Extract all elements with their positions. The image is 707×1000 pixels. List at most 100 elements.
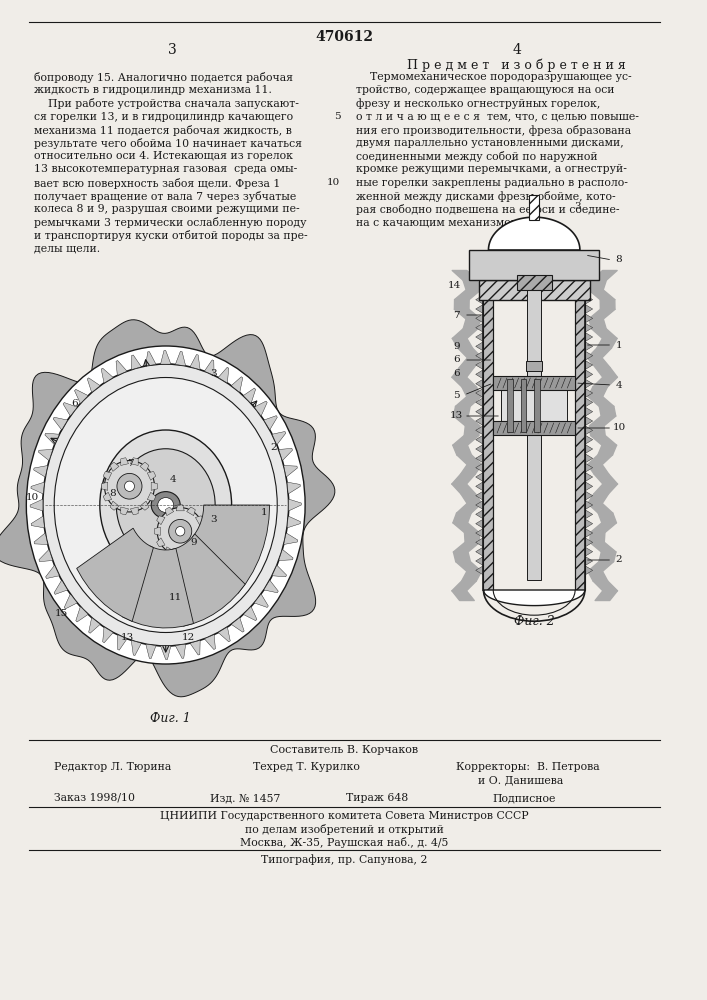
Polygon shape	[34, 465, 47, 477]
Polygon shape	[157, 516, 165, 525]
Polygon shape	[140, 501, 149, 510]
Text: Техред Т. Курилко: Техред Т. Курилко	[253, 762, 361, 772]
Text: и транспортируя куски отбитой породы за пре-: и транспортируя куски отбитой породы за …	[34, 230, 308, 241]
Text: Термомеханическое породоразрушающее ус-: Термомеханическое породоразрушающее ус-	[356, 72, 631, 82]
Circle shape	[169, 519, 192, 543]
Polygon shape	[585, 519, 592, 528]
Text: Составитель В. Корчаков: Составитель В. Корчаков	[270, 745, 418, 755]
Text: 6: 6	[453, 369, 460, 378]
Ellipse shape	[100, 430, 232, 580]
Polygon shape	[476, 528, 484, 538]
Text: Фиг. 1: Фиг. 1	[150, 712, 191, 725]
Text: П р е д м е т   и з о б р е т е н и я: П р е д м е т и з о б р е т е н и я	[407, 58, 626, 72]
Polygon shape	[190, 355, 200, 370]
Polygon shape	[585, 388, 592, 398]
Text: 13: 13	[121, 633, 134, 642]
Polygon shape	[45, 433, 59, 445]
Polygon shape	[585, 351, 592, 360]
Text: Корректоры:  В. Петрова: Корректоры: В. Петрова	[456, 762, 600, 772]
Polygon shape	[173, 534, 245, 626]
Text: Тираж 648: Тираж 648	[346, 793, 409, 803]
Polygon shape	[476, 482, 484, 491]
Text: 13 высокотемпературная газовая  среда омы-: 13 высокотемпературная газовая среда омы…	[34, 164, 298, 174]
Text: делы щели.: делы щели.	[34, 244, 100, 254]
Polygon shape	[287, 482, 300, 494]
Polygon shape	[585, 491, 592, 500]
Polygon shape	[187, 547, 195, 555]
Text: механизма 11 подается рабочая жидкость, в: механизма 11 подается рабочая жидкость, …	[34, 125, 292, 136]
Text: женной между дисками фрезы обойме, кото-: женной между дисками фрезы обойме, кото-	[356, 191, 615, 202]
Text: 4: 4	[170, 475, 177, 484]
Polygon shape	[132, 640, 141, 655]
Polygon shape	[476, 547, 484, 556]
Text: тройство, содержащее вращающуюся на оси: тройство, содержащее вращающуюся на оси	[356, 85, 614, 95]
Polygon shape	[476, 510, 484, 519]
Polygon shape	[585, 482, 592, 491]
Text: 11: 11	[169, 593, 182, 602]
Text: на с качающим механизмом.: на с качающим механизмом.	[356, 217, 522, 227]
Polygon shape	[585, 435, 592, 444]
Polygon shape	[476, 416, 484, 426]
Polygon shape	[476, 426, 484, 435]
Polygon shape	[151, 482, 158, 490]
Bar	[530, 195, 539, 220]
Polygon shape	[231, 618, 244, 632]
Polygon shape	[476, 566, 484, 575]
Polygon shape	[585, 556, 592, 566]
Polygon shape	[160, 351, 171, 364]
Polygon shape	[476, 388, 484, 398]
Polygon shape	[476, 491, 484, 500]
Text: Фиг. 2: Фиг. 2	[514, 615, 554, 628]
Text: ремычками 3 термически ослабленную породу: ремычками 3 термически ослабленную пород…	[34, 217, 307, 228]
Ellipse shape	[116, 449, 215, 561]
Polygon shape	[476, 323, 484, 332]
Polygon shape	[476, 351, 484, 360]
Bar	[527, 361, 542, 371]
Polygon shape	[121, 458, 129, 465]
Text: 2: 2	[270, 444, 276, 452]
Text: результате чего обойма 10 начинает качаться: результате чего обойма 10 начинает качат…	[34, 138, 302, 149]
Text: 12: 12	[182, 633, 195, 642]
Text: 5: 5	[453, 390, 460, 399]
Text: получает вращение от вала 7 через зубчатые: получает вращение от вала 7 через зубчат…	[34, 191, 296, 202]
Polygon shape	[585, 566, 592, 575]
Text: 4: 4	[616, 380, 622, 389]
Ellipse shape	[151, 492, 180, 518]
Polygon shape	[218, 627, 230, 642]
Polygon shape	[585, 323, 592, 332]
Polygon shape	[243, 606, 257, 621]
Polygon shape	[476, 519, 484, 528]
Polygon shape	[146, 352, 156, 366]
Polygon shape	[484, 590, 585, 606]
Polygon shape	[272, 431, 286, 445]
Polygon shape	[585, 342, 592, 351]
Text: 1: 1	[262, 508, 268, 517]
Polygon shape	[585, 538, 592, 547]
Polygon shape	[190, 640, 200, 655]
Polygon shape	[585, 500, 592, 510]
Text: 6: 6	[71, 398, 78, 408]
Polygon shape	[192, 505, 269, 593]
Text: 5: 5	[334, 112, 340, 121]
Polygon shape	[585, 314, 592, 323]
Polygon shape	[585, 370, 592, 379]
Polygon shape	[175, 644, 186, 658]
Text: Заказ 1998/10: Заказ 1998/10	[54, 793, 134, 803]
Bar	[479, 280, 590, 300]
Circle shape	[175, 527, 185, 536]
Polygon shape	[204, 635, 216, 649]
Text: 9: 9	[453, 342, 460, 351]
Polygon shape	[585, 444, 592, 454]
Polygon shape	[110, 462, 119, 471]
Polygon shape	[131, 507, 138, 515]
Text: 3: 3	[211, 516, 217, 524]
Polygon shape	[585, 295, 592, 304]
Polygon shape	[103, 492, 112, 501]
Polygon shape	[585, 528, 592, 538]
Polygon shape	[231, 377, 243, 392]
Text: 8: 8	[109, 488, 116, 497]
Text: 1: 1	[616, 340, 622, 350]
Text: 15: 15	[55, 608, 69, 617]
Polygon shape	[476, 314, 484, 323]
Polygon shape	[39, 549, 53, 562]
